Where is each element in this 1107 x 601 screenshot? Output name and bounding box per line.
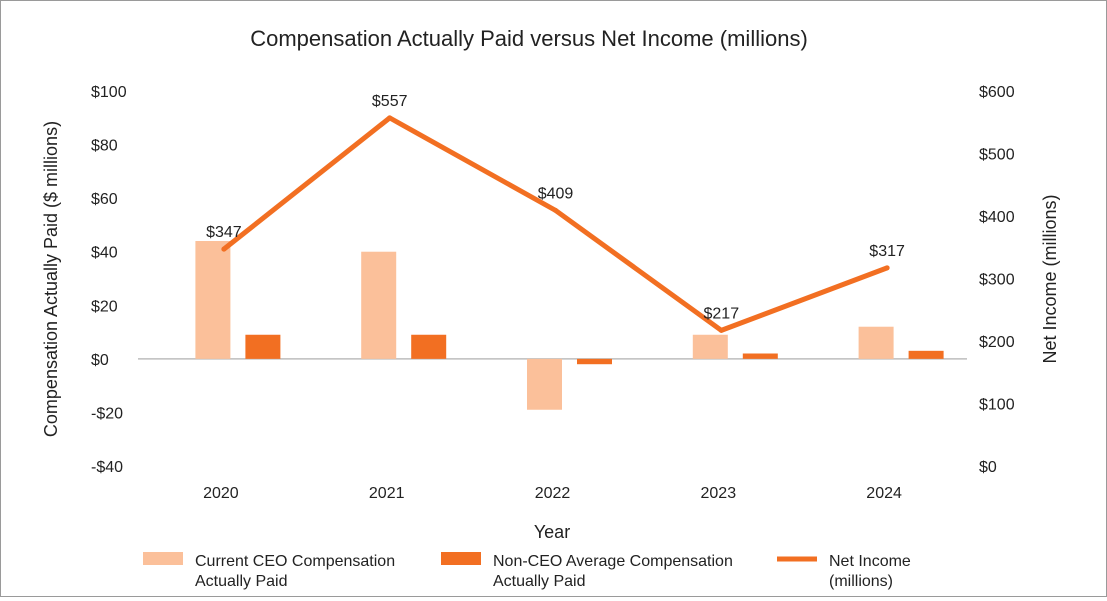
legend-label: Actually Paid (195, 573, 288, 590)
net-income-data-label: $557 (372, 93, 408, 110)
y2-tick-label: $500 (979, 147, 1015, 164)
net-income-point (221, 246, 227, 252)
legend-label: Actually Paid (493, 573, 586, 590)
bar-series-1 (361, 251, 397, 359)
legend-label: Net Income (829, 553, 911, 570)
x-tick-label: 2020 (203, 485, 239, 502)
legend-swatch-1 (143, 552, 183, 565)
x-tick-label: 2021 (369, 485, 405, 502)
net-income-data-label: $409 (538, 185, 574, 202)
legend-label: Non-CEO Average Compensation (493, 553, 733, 570)
chart-title: Compensation Actually Paid versus Net In… (250, 26, 808, 51)
net-income-point (884, 265, 890, 271)
legend-label: Current CEO Compensation (195, 553, 395, 570)
x-tick-label: 2024 (866, 485, 902, 502)
y-tick-label: $60 (91, 191, 118, 208)
net-income-line (221, 115, 890, 333)
net-income-data-label: $217 (704, 305, 740, 322)
bar-series-2 (411, 334, 447, 359)
y2-axis-title: Net Income (millions) (1040, 194, 1060, 363)
y2-tick-label: $0 (979, 459, 997, 476)
net-income-point (553, 207, 558, 213)
y-tick-label: $80 (91, 138, 118, 155)
y-tick-label: $0 (91, 352, 109, 369)
bar-series-2 (245, 334, 281, 359)
x-tick-label: 2022 (535, 485, 571, 502)
net-income-data-label: $317 (869, 243, 905, 260)
y-axis-title: Compensation Actually Paid ($ millions) (41, 121, 61, 437)
y-tick-label: -$40 (91, 459, 123, 476)
bar-series-2 (742, 353, 778, 359)
bar-series-1 (195, 241, 231, 359)
bar-series-2 (577, 358, 612, 365)
net-income-point (387, 115, 393, 121)
x-tick-label: 2023 (701, 485, 737, 502)
bar-series-1 (527, 358, 562, 410)
net-income-data-label: $347 (206, 224, 242, 241)
y-tick-label: $20 (91, 298, 118, 315)
x-axis-title: Year (534, 522, 570, 542)
y2-tick-label: $300 (979, 272, 1015, 289)
bar-series-1 (692, 334, 728, 359)
y-tick-label: -$20 (91, 405, 123, 422)
legend-swatch-2 (441, 552, 481, 565)
legend-label: (millions) (829, 573, 893, 590)
y2-tick-label: $100 (979, 397, 1015, 414)
y-tick-label: $100 (91, 84, 127, 101)
bar-series-2 (908, 350, 944, 359)
y2-tick-label: $600 (979, 84, 1015, 101)
net-income-point (718, 327, 724, 333)
y2-tick-label: $200 (979, 334, 1015, 351)
y-tick-label: $40 (91, 245, 118, 262)
bar-series-1 (858, 326, 894, 359)
y2-tick-label: $400 (979, 209, 1015, 226)
